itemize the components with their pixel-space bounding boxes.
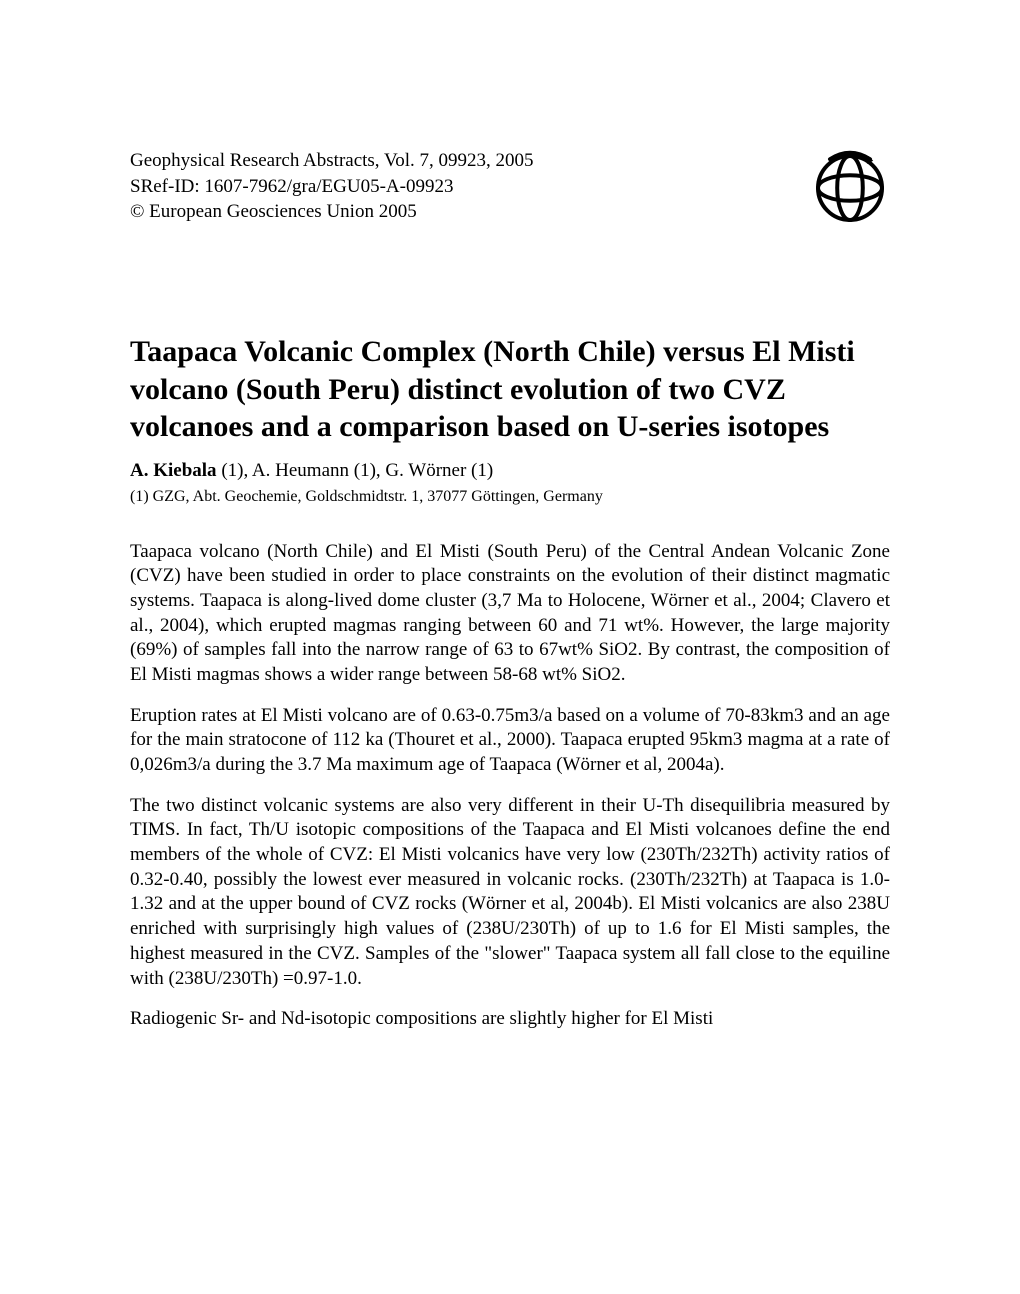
lead-author: A. Kiebala (130, 460, 217, 481)
egu-logo-icon (790, 148, 890, 233)
paragraph: The two distinct volcanic systems are al… (130, 794, 890, 992)
sref-line: SRef-ID: 1607-7962/gra/EGU05-A-09923 (130, 174, 534, 200)
article-title: Taapaca Volcanic Complex (North Chile) v… (130, 333, 890, 446)
paragraph: Taapaca volcano (North Chile) and El Mis… (130, 540, 890, 688)
abstract-body: Taapaca volcano (North Chile) and El Mis… (130, 540, 890, 1032)
header-block: Geophysical Research Abstracts, Vol. 7, … (130, 148, 890, 233)
paragraph: Radiogenic Sr- and Nd-isotopic compositi… (130, 1007, 890, 1032)
affiliation-line: (1) GZG, Abt. Geochemie, Goldschmidtstr.… (130, 488, 890, 506)
authors-line: A. Kiebala (1), A. Heumann (1), G. Wörne… (130, 460, 890, 482)
journal-line: Geophysical Research Abstracts, Vol. 7, … (130, 148, 534, 174)
header-text: Geophysical Research Abstracts, Vol. 7, … (130, 148, 534, 225)
paragraph: Eruption rates at El Misti volcano are o… (130, 704, 890, 778)
page-container: Geophysical Research Abstracts, Vol. 7, … (0, 0, 1020, 1108)
co-authors: (1), A. Heumann (1), G. Wörner (1) (217, 460, 494, 481)
copyright-line: © European Geosciences Union 2005 (130, 199, 534, 225)
